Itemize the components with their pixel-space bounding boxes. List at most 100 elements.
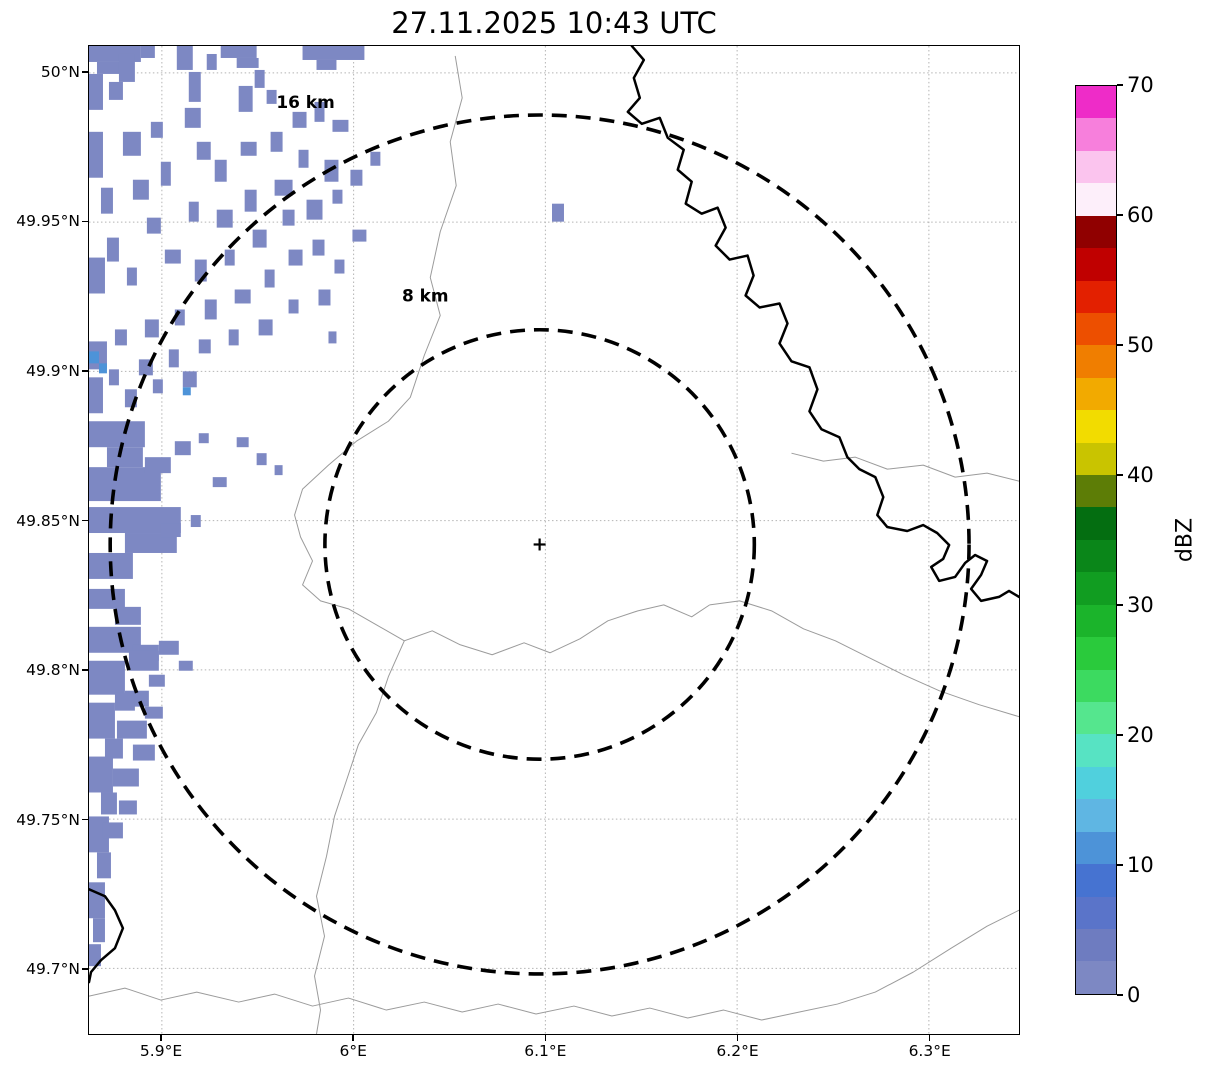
precip-cell <box>256 453 267 466</box>
precip-cell <box>160 161 171 186</box>
colorbar-band <box>1076 345 1116 378</box>
precip-cell <box>274 179 293 196</box>
y-tick-label: 49.95°N <box>16 212 80 231</box>
precip-cell <box>318 289 331 306</box>
colorbar-tick-mark <box>1117 604 1123 606</box>
precip-cell <box>152 379 163 394</box>
precip-cell <box>89 588 125 609</box>
colorbar-band <box>1076 183 1116 216</box>
precip-cell <box>126 267 137 286</box>
precip-cell <box>100 792 117 815</box>
admin-border-line <box>314 640 405 1034</box>
colorbar <box>1075 85 1117 995</box>
precip-cell <box>116 720 147 739</box>
precip-cell <box>89 421 145 448</box>
precip-cell <box>270 131 283 152</box>
precip-cell <box>89 626 141 653</box>
y-tick-label: 49.9°N <box>26 362 80 380</box>
precip-cell <box>178 660 193 671</box>
colorbar-tick-label: 30 <box>1127 593 1154 617</box>
precip-cell <box>114 329 127 346</box>
precip-cell <box>106 237 119 262</box>
precip-cell <box>132 179 149 200</box>
colorbar-tick-mark <box>1117 864 1123 866</box>
precip-cell <box>258 319 273 336</box>
map-plot-area: 16 km 8 km <box>88 45 1020 1035</box>
x-tick-label: 5.9°E <box>139 1042 183 1060</box>
precip-cell <box>198 339 211 354</box>
colorbar-band <box>1076 669 1116 703</box>
colorbar-band <box>1076 215 1116 249</box>
colorbar-band <box>1076 961 1116 994</box>
precip-cell <box>118 53 135 82</box>
precip-cell <box>144 457 171 474</box>
colorbar-tick-label: 40 <box>1127 463 1154 487</box>
radar-map-svg: 16 km 8 km <box>89 46 1019 1034</box>
precip-cell <box>302 46 365 60</box>
y-tick-mark <box>82 220 88 223</box>
colorbar-tick-label: 0 <box>1127 983 1141 1007</box>
precip-cell <box>214 159 227 182</box>
precip-cell <box>306 199 323 220</box>
y-tick-mark <box>82 968 88 970</box>
precip-cell <box>190 515 201 528</box>
colorbar-tick-label: 70 <box>1127 73 1154 97</box>
precip-cell <box>176 46 193 70</box>
colorbar-tick-label: 60 <box>1127 203 1154 227</box>
precip-cell <box>89 944 101 967</box>
precip-cell <box>108 81 123 100</box>
precip-cell <box>194 259 207 282</box>
precip-cell <box>288 249 303 266</box>
precip-cell <box>204 299 217 320</box>
colorbar-band <box>1076 766 1116 800</box>
precip-cell <box>236 437 249 448</box>
precip-cell <box>212 477 227 488</box>
colorbar-tick-mark <box>1117 84 1123 86</box>
river-line <box>89 888 125 984</box>
precip-cell <box>266 89 277 104</box>
colorbar-band <box>1076 442 1116 476</box>
precip-cell <box>108 369 119 386</box>
precip-cell <box>89 131 103 178</box>
precip-cell <box>158 640 179 655</box>
colorbar-tick-mark <box>1117 994 1123 996</box>
colorbar-band <box>1076 248 1116 281</box>
y-tick-mark <box>82 370 88 372</box>
precip-cell <box>164 249 181 264</box>
colorbar-band <box>1076 312 1116 346</box>
precip-cell <box>220 46 257 58</box>
precip-cell <box>224 249 235 266</box>
precip-cell <box>252 229 267 248</box>
colorbar-axis-label: dBZ <box>1172 517 1198 563</box>
y-tick-label: 49.8°N <box>26 661 80 680</box>
colorbar-band <box>1076 280 1116 313</box>
precip-cell <box>144 319 159 338</box>
x-tick-label: 6.1°E <box>524 1042 567 1060</box>
range-ring <box>108 113 971 976</box>
y-tick-label: 49.7°N <box>26 960 80 979</box>
precip-cell <box>188 71 201 102</box>
colorbar-band <box>1076 734 1116 767</box>
precip-cell <box>89 377 103 414</box>
x-tick-label: 6.2°E <box>716 1042 759 1060</box>
precip-cell <box>100 187 113 214</box>
precip-cell <box>104 738 123 759</box>
precip-cell <box>244 189 257 212</box>
colorbar-band <box>1076 150 1116 184</box>
precip-cell <box>228 329 239 346</box>
precip-cell <box>206 53 217 70</box>
x-tick-mark <box>736 1035 739 1041</box>
precip-cell <box>168 349 179 368</box>
colorbar-tick-label: 10 <box>1127 853 1154 877</box>
precip-cell <box>114 692 135 711</box>
x-tick-mark <box>352 1035 354 1041</box>
colorbar-band <box>1076 864 1116 897</box>
precip-cell <box>182 371 197 388</box>
precip-cell <box>312 239 325 256</box>
colorbar-band <box>1076 702 1116 735</box>
precip-cell <box>332 189 343 204</box>
precip-cell <box>96 61 125 74</box>
precip-cell <box>240 141 257 156</box>
colorbar-band <box>1076 410 1116 443</box>
colorbar-tick-label: 20 <box>1127 723 1154 747</box>
